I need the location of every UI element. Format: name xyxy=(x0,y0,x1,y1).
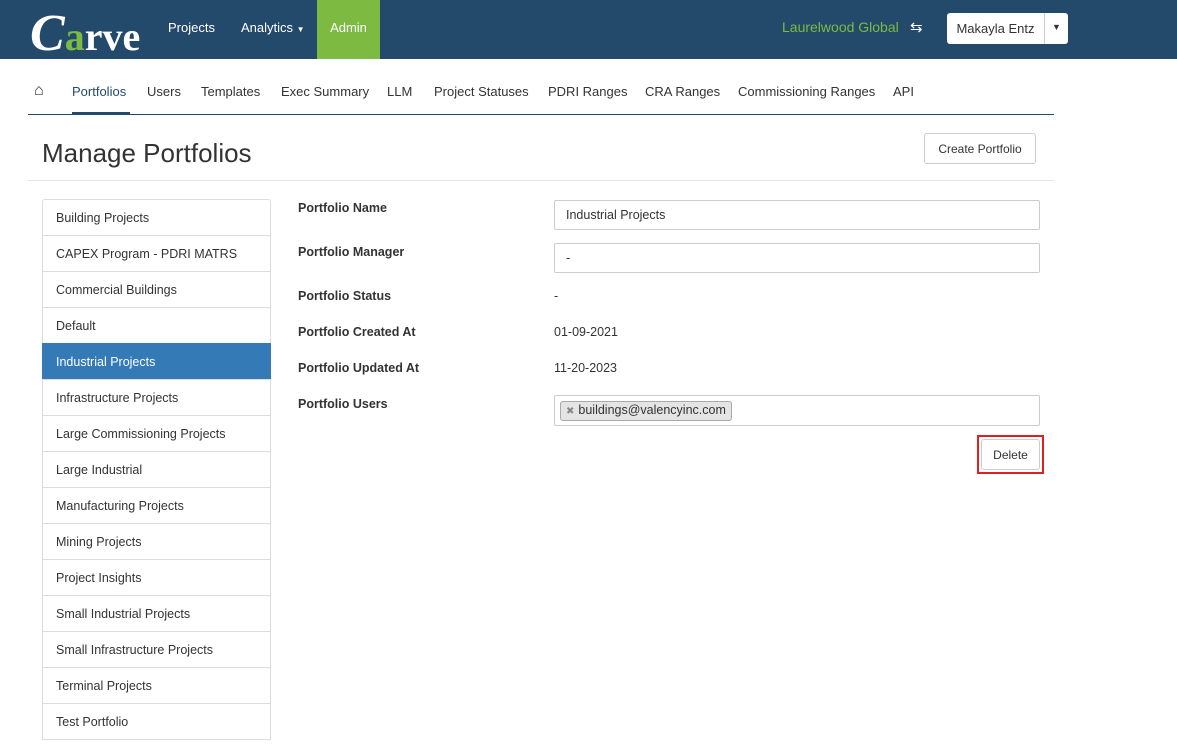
home-icon[interactable]: ⌂ xyxy=(34,82,44,99)
remove-icon[interactable]: ✖ xyxy=(566,406,575,417)
portfolio-list-item[interactable]: Mining Projects xyxy=(42,523,271,560)
user-name-button[interactable]: Makayla Entz xyxy=(947,13,1045,44)
highlight-box xyxy=(977,435,1044,474)
user-tag: ✖ buildings@valencyinc.com xyxy=(560,401,732,421)
page-title: Manage Portfolios xyxy=(42,138,252,168)
portfolio-list-item[interactable]: Large Industrial xyxy=(42,451,271,488)
delete-button[interactable]: Delete xyxy=(981,439,1040,470)
portfolio-manager-select[interactable]: - xyxy=(554,243,1040,273)
tab-templates[interactable]: Templates xyxy=(201,84,261,99)
portfolio-list-item[interactable]: CAPEX Program - PDRI MATRS xyxy=(42,235,271,272)
portfolio-list-item[interactable]: Terminal Projects xyxy=(42,667,271,704)
portfolio-list-item[interactable]: Infrastructure Projects xyxy=(42,379,271,416)
portfolio-list-item[interactable]: Project Insights xyxy=(42,559,271,596)
portfolio-list-item[interactable]: Test Portfolio xyxy=(42,703,271,740)
portfolio-created-label: Portfolio Created At xyxy=(298,325,416,339)
tab-commissioning-ranges[interactable]: Commissioning Ranges xyxy=(738,84,876,99)
tab-exec-summary[interactable]: Exec Summary xyxy=(281,84,370,99)
user-menu[interactable]: Makayla Entz ▼ xyxy=(947,13,1068,44)
portfolio-status-label: Portfolio Status xyxy=(298,289,392,303)
organization-name[interactable]: Laurelwood Global xyxy=(782,19,899,35)
portfolio-list-item[interactable]: Manufacturing Projects xyxy=(42,487,271,524)
portfolio-manager-label: Portfolio Manager xyxy=(298,245,405,259)
nav-admin[interactable]: Admin xyxy=(317,0,380,59)
switch-organization-icon[interactable]: ⇆ xyxy=(910,19,923,36)
portfolio-list-item[interactable]: Building Projects xyxy=(42,199,271,236)
portfolio-name-label: Portfolio Name xyxy=(298,201,387,215)
portfolio-users-label: Portfolio Users xyxy=(298,397,388,411)
tab-users[interactable]: Users xyxy=(147,84,181,99)
portfolio-list-item[interactable]: Small Industrial Projects xyxy=(42,595,271,632)
portfolio-list-item[interactable]: Large Commissioning Projects xyxy=(42,415,271,452)
user-tag-label: buildings@valencyinc.com xyxy=(578,403,726,417)
portfolio-list-item[interactable]: Commercial Buildings xyxy=(42,271,271,308)
create-portfolio-button[interactable]: Create Portfolio xyxy=(924,133,1036,164)
tab-project-statuses[interactable]: Project Statuses xyxy=(434,84,529,99)
active-tab-indicator xyxy=(72,112,130,115)
portfolio-list-item[interactable]: Industrial Projects xyxy=(42,343,271,380)
portfolio-updated-value: 11-20-2023 xyxy=(554,361,618,375)
admin-subnav: ⌂ Portfolios Users Templates Exec Summar… xyxy=(28,59,1054,115)
top-navbar: Carve Projects Analytics ▼ Admin Laurelw… xyxy=(0,0,1177,62)
portfolio-list-item[interactable]: Small Infrastructure Projects xyxy=(42,631,271,668)
nav-analytics[interactable]: Analytics ▼ xyxy=(229,0,317,59)
tab-llm[interactable]: LLM xyxy=(387,84,413,99)
carve-logo[interactable]: Carve xyxy=(30,5,141,62)
caret-down-icon: ▼ xyxy=(296,25,305,34)
nav-projects[interactable]: Projects xyxy=(168,20,215,35)
tab-pdri-ranges[interactable]: PDRI Ranges xyxy=(548,84,628,99)
portfolio-name-input[interactable]: Industrial Projects xyxy=(554,200,1040,230)
portfolio-list: Building Projects CAPEX Program - PDRI MA… xyxy=(42,199,271,740)
nav-analytics-label: Analytics xyxy=(241,20,294,35)
portfolio-list-item[interactable]: Default xyxy=(42,307,271,344)
tab-api[interactable]: API xyxy=(893,84,914,99)
caret-down-icon[interactable]: ▼ xyxy=(1052,22,1061,32)
tab-cra-ranges[interactable]: CRA Ranges xyxy=(645,84,721,99)
portfolio-users-input[interactable]: ✖ buildings@valencyinc.com xyxy=(554,395,1040,426)
portfolio-updated-label: Portfolio Updated At xyxy=(298,361,420,375)
portfolio-status-value: - xyxy=(554,289,559,303)
tab-portfolios[interactable]: Portfolios xyxy=(72,84,127,99)
portfolio-created-value: 01-09-2021 xyxy=(554,325,618,339)
divider xyxy=(28,180,1054,181)
